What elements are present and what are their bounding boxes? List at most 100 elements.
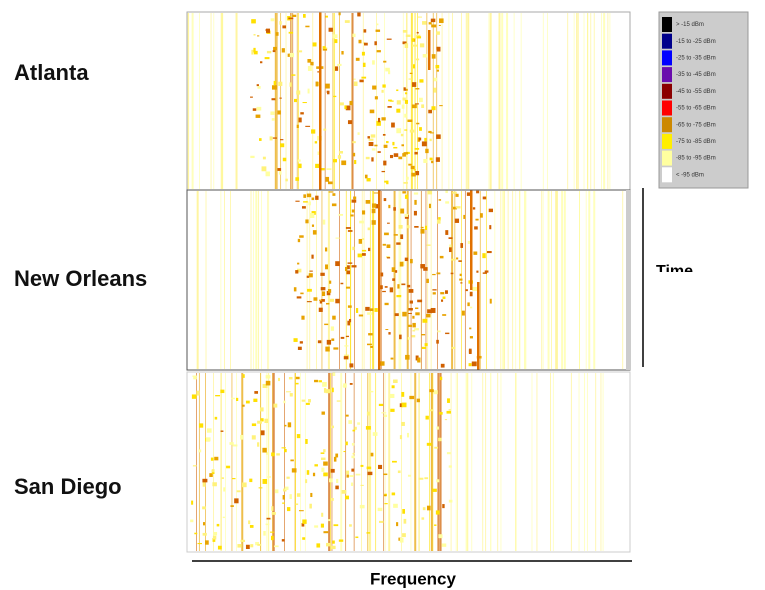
texture-dot (202, 522, 206, 526)
texture-dot (367, 136, 370, 139)
texture-dot (344, 345, 349, 347)
texture-dot (283, 400, 286, 404)
texture-dot (420, 264, 425, 269)
texture-dot (370, 452, 374, 457)
texture-dot (274, 489, 279, 494)
texture-dot (325, 15, 329, 18)
texture-dot (253, 50, 258, 55)
texture-dot (434, 524, 437, 526)
texture-dot (420, 226, 424, 229)
texture-dot (445, 290, 448, 294)
texture-dot (410, 165, 415, 170)
texture-dot (312, 230, 317, 235)
scrollbar (626, 190, 631, 370)
texture-dot (370, 134, 376, 138)
texture-dot (445, 201, 450, 204)
texture-dot (387, 106, 392, 108)
texture-dot (413, 169, 416, 171)
texture-dot (412, 322, 416, 328)
texture-dot (257, 442, 260, 447)
texture-dot (257, 543, 262, 546)
texture-dot (211, 469, 215, 473)
texture-dot (309, 213, 315, 218)
texture-dot (293, 287, 297, 292)
texture-dot (346, 470, 350, 475)
texture-dot (202, 478, 208, 483)
texture-dot (251, 19, 256, 24)
texture-dot (322, 46, 326, 49)
texture-dot (325, 83, 330, 89)
texture-dot (223, 487, 226, 492)
texture-dot (424, 477, 429, 480)
texture-dot (326, 339, 332, 345)
texture-dot (324, 247, 328, 252)
texture-dot (257, 420, 262, 424)
texture-dot (419, 127, 422, 131)
texture-dot (384, 302, 389, 306)
texture-dot (283, 488, 287, 492)
texture-dot (337, 63, 342, 66)
strong-line (477, 282, 480, 370)
texture-dot (362, 210, 366, 215)
texture-dot (469, 306, 473, 309)
texture-dot (293, 338, 298, 342)
texture-dot (389, 287, 394, 293)
texture-dot (301, 206, 306, 209)
legend-label: -55 to -65 dBm (676, 106, 716, 112)
texture-dot (297, 50, 303, 53)
texture-dot (347, 320, 351, 326)
texture-dot (366, 178, 371, 182)
texture-dot (428, 22, 432, 25)
texture-dot (326, 168, 332, 171)
texture-dot (302, 102, 307, 104)
texture-dot (285, 178, 288, 182)
texture-dot (318, 307, 323, 312)
texture-dot (393, 379, 398, 384)
texture-dot (291, 468, 297, 473)
texture-dot (363, 42, 368, 46)
texture-dot (347, 262, 353, 264)
texture-dot (434, 446, 439, 449)
texture-dot (190, 519, 194, 523)
texture-dot (435, 157, 440, 162)
texture-dot (295, 200, 300, 202)
texture-dot (431, 24, 437, 28)
texture-dot (426, 505, 431, 511)
texture-dot (384, 286, 388, 288)
texture-dot (436, 479, 440, 483)
texture-dot (320, 287, 326, 291)
texture-dot (436, 219, 441, 224)
texture-dot (250, 544, 254, 548)
texture-dot (393, 234, 398, 236)
panel-label: Atlanta (14, 60, 89, 85)
texture-dot (385, 329, 389, 331)
legend-swatch (662, 150, 672, 166)
legend-swatch (662, 167, 672, 183)
texture-dot (240, 434, 244, 440)
texture-dot (389, 393, 395, 399)
texture-dot (358, 314, 364, 317)
texture-dot (216, 523, 220, 527)
texture-dot (436, 134, 441, 139)
texture-dot (333, 95, 337, 98)
texture-dot (349, 363, 354, 368)
texture-dot (415, 355, 419, 361)
texture-dot (370, 345, 373, 348)
texture-dot (331, 545, 336, 550)
texture-dot (408, 312, 412, 314)
texture-dot (297, 346, 302, 350)
texture-dot (432, 273, 436, 276)
texture-dot (326, 542, 331, 547)
texture-dot (446, 452, 451, 455)
texture-dot (259, 138, 262, 141)
texture-dot (400, 234, 404, 240)
texture-dot (407, 474, 411, 477)
texture-dot (414, 103, 419, 105)
texture-dot (198, 423, 204, 428)
texture-dot (425, 148, 429, 154)
texture-dot (354, 160, 357, 165)
texture-dot (446, 410, 451, 414)
texture-dot (427, 309, 432, 314)
texture-dot (348, 318, 352, 323)
texture-dot (351, 455, 355, 459)
